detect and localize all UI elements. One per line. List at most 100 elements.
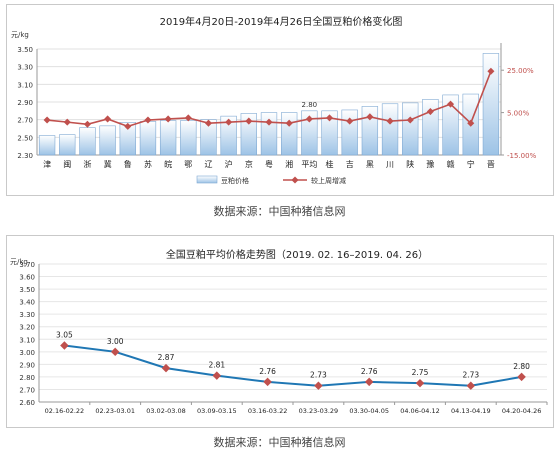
y2-tick-label: 25.00% [507, 67, 534, 75]
y-axis-label: 元/kg [10, 258, 28, 266]
bar [38, 135, 56, 156]
price-marker [364, 377, 374, 387]
data-label: 3.05 [56, 331, 73, 340]
bar [180, 120, 197, 156]
price-marker [161, 363, 171, 373]
x-tick-label: 粤 [265, 159, 273, 169]
bar [139, 121, 157, 156]
bar [59, 134, 76, 156]
y-tick-label: 3.50 [17, 46, 33, 54]
x-tick-label: 冀 [104, 159, 112, 169]
chart-title: 全国豆粕平均价格走势图（2019. 02. 16–2019. 04. 26） [166, 248, 428, 261]
change-marker [305, 115, 313, 123]
legend-bar-swatch [196, 175, 218, 184]
bar [79, 127, 96, 156]
x-tick-label: 04.20-04.26 [502, 407, 542, 415]
x-tick-label: 湘 [285, 159, 293, 169]
legend-line-marker [291, 176, 299, 184]
x-tick-label: 平均 [301, 159, 317, 169]
bar [422, 99, 439, 156]
y-axis-label: 元/kg [11, 31, 29, 39]
y-tick-label: 2.70 [17, 117, 33, 125]
x-tick-label: 03.09-03.15 [197, 407, 237, 415]
change-marker [346, 117, 354, 125]
change-marker [447, 100, 455, 108]
y-tick-label: 3.10 [19, 336, 35, 344]
x-tick-label: 津 [43, 159, 51, 169]
data-label: 2.73 [462, 371, 479, 380]
change-marker [285, 119, 293, 127]
bar [361, 106, 379, 156]
data-label: 2.75 [412, 368, 429, 377]
data-label: 2.81 [208, 361, 225, 370]
data-label: 2.80 [302, 101, 318, 109]
x-tick-label: 浙 [83, 159, 91, 169]
change-marker [204, 119, 213, 127]
bar [159, 120, 177, 156]
x-tick-label: 苏 [144, 159, 152, 169]
bar [301, 110, 318, 156]
y-tick-label: 3.00 [19, 349, 35, 357]
change-marker [245, 117, 253, 125]
legend-bar-label: 豆粕价格 [221, 176, 249, 185]
x-tick-label: 赣 [447, 159, 455, 169]
x-tick-label: 02.23-03.01 [95, 407, 135, 415]
change-marker [83, 120, 91, 128]
x-tick-label: 04.06-04.12 [400, 407, 440, 415]
price-marker [314, 381, 323, 390]
change-marker [124, 122, 132, 130]
x-tick-label: 宁 [467, 159, 475, 169]
bar [240, 113, 257, 156]
y2-tick-label: -15.00% [507, 152, 537, 160]
change-marker [63, 118, 71, 126]
x-tick-label: 03.23-03.29 [299, 407, 339, 415]
price-marker [263, 377, 272, 387]
data-label: 3.00 [107, 337, 124, 346]
change-marker [366, 113, 374, 121]
change-marker [43, 116, 51, 124]
y-tick-label: 2.90 [19, 361, 35, 369]
bar [99, 125, 116, 156]
change-marker [184, 114, 192, 122]
change-marker [164, 115, 172, 123]
y-tick-label: 3.40 [19, 299, 35, 307]
price-line [64, 344, 522, 387]
bar [321, 110, 338, 156]
price-marker [517, 372, 526, 382]
x-tick-label: 桂 [326, 159, 334, 169]
bar [260, 112, 278, 156]
y-tick-label: 2.30 [17, 152, 33, 160]
x-tick-label: 黑 [366, 160, 374, 169]
x-tick-label: 川 [386, 160, 394, 169]
y-tick-label: 2.50 [17, 134, 33, 142]
change-marker [426, 108, 434, 116]
x-tick-label: 陕 [406, 159, 414, 169]
price-change-chart-panel: 2019年4月20日-2019年4月26日全国豆粕价格变化图 元/kg 2.30 2.… [6, 4, 554, 196]
bar [220, 115, 237, 156]
x-tick-label: 03.16-03.22 [248, 407, 288, 415]
y-tick-label: 2.70 [19, 386, 35, 394]
change-marker [487, 67, 495, 75]
price-trend-chart-panel: 全国豆粕平均价格走势图（2019. 02. 16–2019. 04. 26） 元/… [6, 235, 554, 428]
x-tick-label: 辽 [204, 160, 212, 169]
data-label: 2.80 [513, 362, 530, 371]
legend-line-label: 较上周增减 [311, 176, 346, 185]
y-tick-label: 2.60 [19, 399, 35, 407]
x-tick-label: 皖 [164, 159, 172, 169]
y-tick-label: 2.80 [19, 374, 35, 382]
price-marker [110, 347, 120, 357]
price-marker [415, 378, 425, 388]
y-tick-label: 3.70 [19, 261, 35, 269]
change-marker [265, 118, 273, 126]
x-tick-label: 豫 [426, 159, 434, 169]
change-marker [406, 116, 414, 124]
bar [119, 122, 136, 156]
y-tick-label: 3.60 [19, 274, 35, 282]
chart-source-bottom: 数据来源：中国种猪信息网 [213, 436, 346, 449]
data-label: 2.76 [361, 367, 378, 376]
x-tick-label: 03.30-04.05 [349, 407, 389, 415]
y2-tick-label: 5.00% [507, 110, 530, 118]
x-tick-label: 吉 [346, 160, 354, 169]
x-tick-label: 京 [245, 159, 253, 169]
